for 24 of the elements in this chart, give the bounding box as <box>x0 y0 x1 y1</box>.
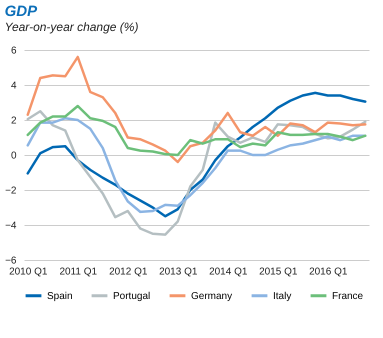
y-tick-label: 2 <box>10 116 17 126</box>
x-tick-label: 2011 Q1 <box>59 266 98 278</box>
y-tick-label: 6 <box>10 46 17 56</box>
legend-label: France <box>332 290 364 302</box>
line-series <box>26 117 366 214</box>
y-tick-label: −6 <box>5 256 17 266</box>
line-series <box>26 104 366 156</box>
x-tick-label: 2012 Q1 <box>109 266 148 278</box>
y-tick-label: 0 <box>10 150 17 162</box>
legend-label: Italy <box>273 290 292 302</box>
y-tick-label: −4 <box>5 220 17 232</box>
y-tick-label: 4 <box>10 80 17 92</box>
y-tick-label: −2 <box>5 186 17 196</box>
chart-subtitle: Year-on-year change (%) <box>4 20 138 34</box>
legend-label: Germany <box>191 290 232 302</box>
legend-label: Spain <box>47 290 73 302</box>
x-tick-label: 2016 Q1 <box>309 266 348 278</box>
x-tick-label: 2015 Q1 <box>259 266 298 278</box>
x-tick-label: 2010 Q1 <box>9 266 48 278</box>
legend-label: Portugal <box>113 290 150 302</box>
x-tick-label: 2013 Q1 <box>159 266 198 278</box>
line-series <box>26 56 366 164</box>
chart-title: GDP <box>4 3 38 20</box>
x-tick-label: 2014 Q1 <box>209 266 248 278</box>
